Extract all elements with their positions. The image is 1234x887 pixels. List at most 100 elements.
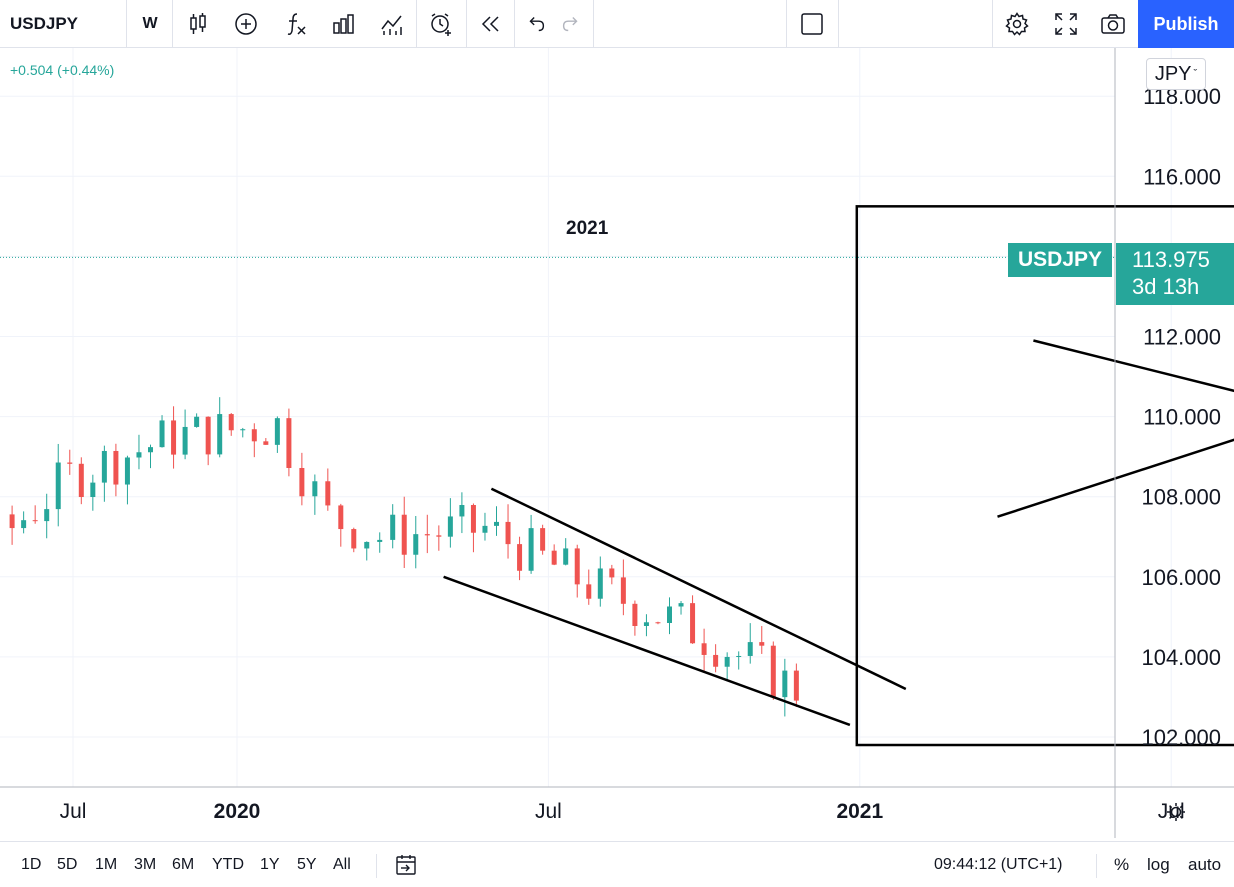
candle-up [312,481,318,497]
toolbar-divider [838,0,839,48]
redo-icon[interactable] [559,0,583,48]
bottom-divider [1096,854,1097,878]
candle-down [338,505,344,530]
range-6m[interactable]: 6M [172,856,195,873]
goto-date-icon[interactable] [394,842,418,887]
camera-icon[interactable] [1099,0,1127,48]
grid-lines [0,48,1172,787]
symbol-search-button[interactable]: USDJPY [10,14,79,33]
candle-up [217,414,223,455]
clock-timezone[interactable]: 09:44:12 (UTC+1) [934,856,1063,873]
candle-up [90,482,96,498]
candle-down [351,529,357,549]
last-price-value: 113.975 [1132,247,1210,272]
candle-down [632,603,638,626]
symbol-price-tag: USDJPY [1008,243,1112,277]
compare-icon[interactable] [378,0,406,48]
candle-up [182,426,188,455]
y-tick-label: 108.000 [1141,485,1221,510]
candle-down [286,418,292,468]
candle-up [782,670,788,698]
currency-label: JPY [1154,62,1192,85]
fullscreen-icon[interactable] [1052,0,1080,48]
indicator-add-icon[interactable] [232,0,260,48]
toolbar-divider [466,0,467,48]
toolbar-divider [172,0,173,48]
candle-up [124,457,130,485]
candle-down [325,481,331,506]
candle-down [9,514,15,529]
toolbar-divider [514,0,515,48]
range-all[interactable]: All [333,856,351,873]
candle-up [482,525,488,533]
candle-up [597,568,603,599]
candle-up [413,534,419,555]
candle-down [424,534,430,536]
candle-down [551,550,557,565]
log-toggle[interactable]: log [1147,855,1170,874]
candle-up [459,505,465,517]
currency-selector[interactable]: JPY ˇ [1146,58,1206,90]
candle-down [759,642,765,646]
publish-button[interactable]: Publish [1138,0,1234,48]
candle-down [401,514,407,555]
range-1d[interactable]: 1D [21,856,42,873]
percent-toggle[interactable]: % [1114,855,1130,874]
chart-area[interactable]: 118.000 116.000 112.000 110.000 108.000 106.0… [0,48,1234,838]
candle-up [528,528,534,571]
candle-up [447,516,453,537]
range-1m[interactable]: 1M [95,856,118,873]
range-3m[interactable]: 3M [134,856,157,873]
candle-down [171,420,177,455]
fx-icon[interactable] [282,0,310,48]
range-ytd[interactable]: YTD [212,856,244,873]
candle-up [390,514,396,540]
candle-down [793,670,799,701]
candle-down [540,528,546,551]
candle-up [274,418,280,445]
candle-down [113,450,119,485]
interval-button[interactable]: W [142,15,158,32]
replay-icon[interactable] [478,0,504,48]
settings-icon[interactable] [1003,0,1031,48]
price-chart[interactable]: 118.000116.000112.000110.000108.000106.0… [0,48,1234,838]
last-price-tag: 113.975 3d 13h [1116,243,1234,305]
toolbar-divider [593,0,594,48]
candle-down [620,577,626,604]
candle-up [55,462,61,510]
candle-series [9,397,799,717]
top-toolbar: USDJPY W Publish [0,0,1234,48]
y-tick-label: 110.000 [1143,405,1221,430]
y-tick-label: 112.000 [1143,325,1221,350]
candle-down [263,441,269,445]
undo-icon[interactable] [524,0,548,48]
candle-down [436,535,442,537]
candle-down [770,645,776,698]
templates-icon[interactable] [330,0,358,48]
x-tick-label: Jul [535,800,562,823]
channel-upper-trendline [490,487,907,691]
candle-up [377,539,383,542]
layout-icon[interactable] [798,0,826,48]
alert-icon[interactable] [427,0,455,48]
range-5y[interactable]: 5Y [297,856,317,873]
channel-lower-trendline [443,575,851,727]
candle-up [724,656,730,667]
bar-countdown: 3d 13h [1132,274,1200,299]
x-tick-label: 2021 [836,800,883,823]
y-tick-label: 116.000 [1143,164,1221,189]
candle-down [586,584,592,599]
price-axis: 118.000116.000112.000110.000108.000106.0… [1141,84,1221,750]
triangle-lower-trendline [997,438,1234,518]
candle-down [574,548,580,585]
candle-down [251,429,257,442]
candles-icon[interactable] [184,0,212,48]
candle-up [148,447,153,453]
bottom-divider [376,854,377,878]
candle-up [643,622,649,626]
candle-up [364,541,370,549]
range-1y[interactable]: 1Y [260,856,280,873]
candle-down [609,568,615,578]
range-5d[interactable]: 5D [57,856,78,873]
auto-toggle[interactable]: auto [1188,855,1222,874]
